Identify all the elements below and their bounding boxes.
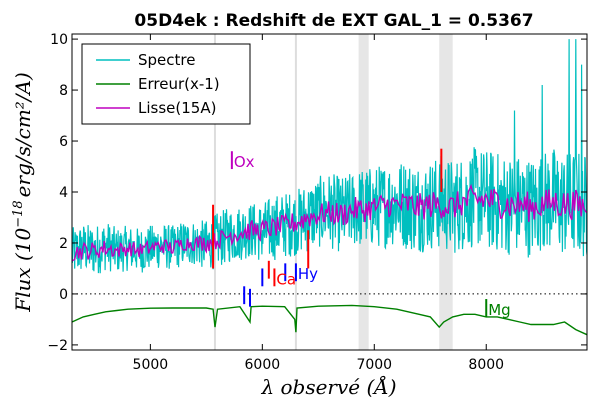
x-tick-label-7000: 7000 (356, 357, 392, 373)
legend: Spectre Erreur(x-1) Lisse(15A) (81, 43, 251, 125)
marker-label-ca: Ca (276, 270, 296, 288)
legend-label-1: Erreur(x-1) (138, 75, 220, 93)
legend-label-0: Spectre (138, 51, 195, 69)
y-tick-label--2: −2 (47, 338, 68, 354)
legend-items: Spectre Erreur(x-1) Lisse(15A) (96, 51, 220, 117)
y-tick-label-0: 0 (59, 287, 68, 303)
series-lisse-15a (72, 183, 587, 262)
legend-label-2: Lisse(15A) (138, 99, 216, 117)
y-tick-label-2: 2 (59, 236, 68, 252)
marker-label-mg: Mg (488, 301, 510, 319)
marker-label-hy: Hy (298, 265, 318, 283)
y-axis-label-prefix: Flux (10 (11, 227, 35, 312)
y-axis-ticks: −2 0 2 4 6 8 10 (47, 32, 587, 354)
y-tick-label-4: 4 (59, 185, 68, 201)
x-tick-label-6000: 6000 (245, 357, 281, 373)
series-layer (72, 39, 587, 336)
y-tick-label-8: 8 (59, 83, 68, 99)
series-erreur-x-1 (72, 304, 587, 336)
y-tick-label-10: 10 (50, 32, 68, 48)
marker-label-ox: Ox (234, 153, 255, 171)
y-tick-label-6: 6 (59, 134, 68, 150)
y-axis-label-suffix: erg/s/cm²/A) (11, 72, 35, 197)
chart-title: 05D4ek : Redshift de EXT GAL_1 = 0.5367 (134, 11, 533, 31)
x-axis-label: λ observé (Å) (260, 374, 396, 399)
y-axis-label-exponent: −18 (11, 200, 26, 227)
x-axis-ticks: 5000 6000 7000 8000 (133, 34, 504, 373)
y-axis-label: Flux (10−18 erg/s/cm²/A) (11, 72, 35, 313)
x-tick-label-8000: 8000 (468, 357, 504, 373)
x-tick-label-5000: 5000 (133, 357, 169, 373)
